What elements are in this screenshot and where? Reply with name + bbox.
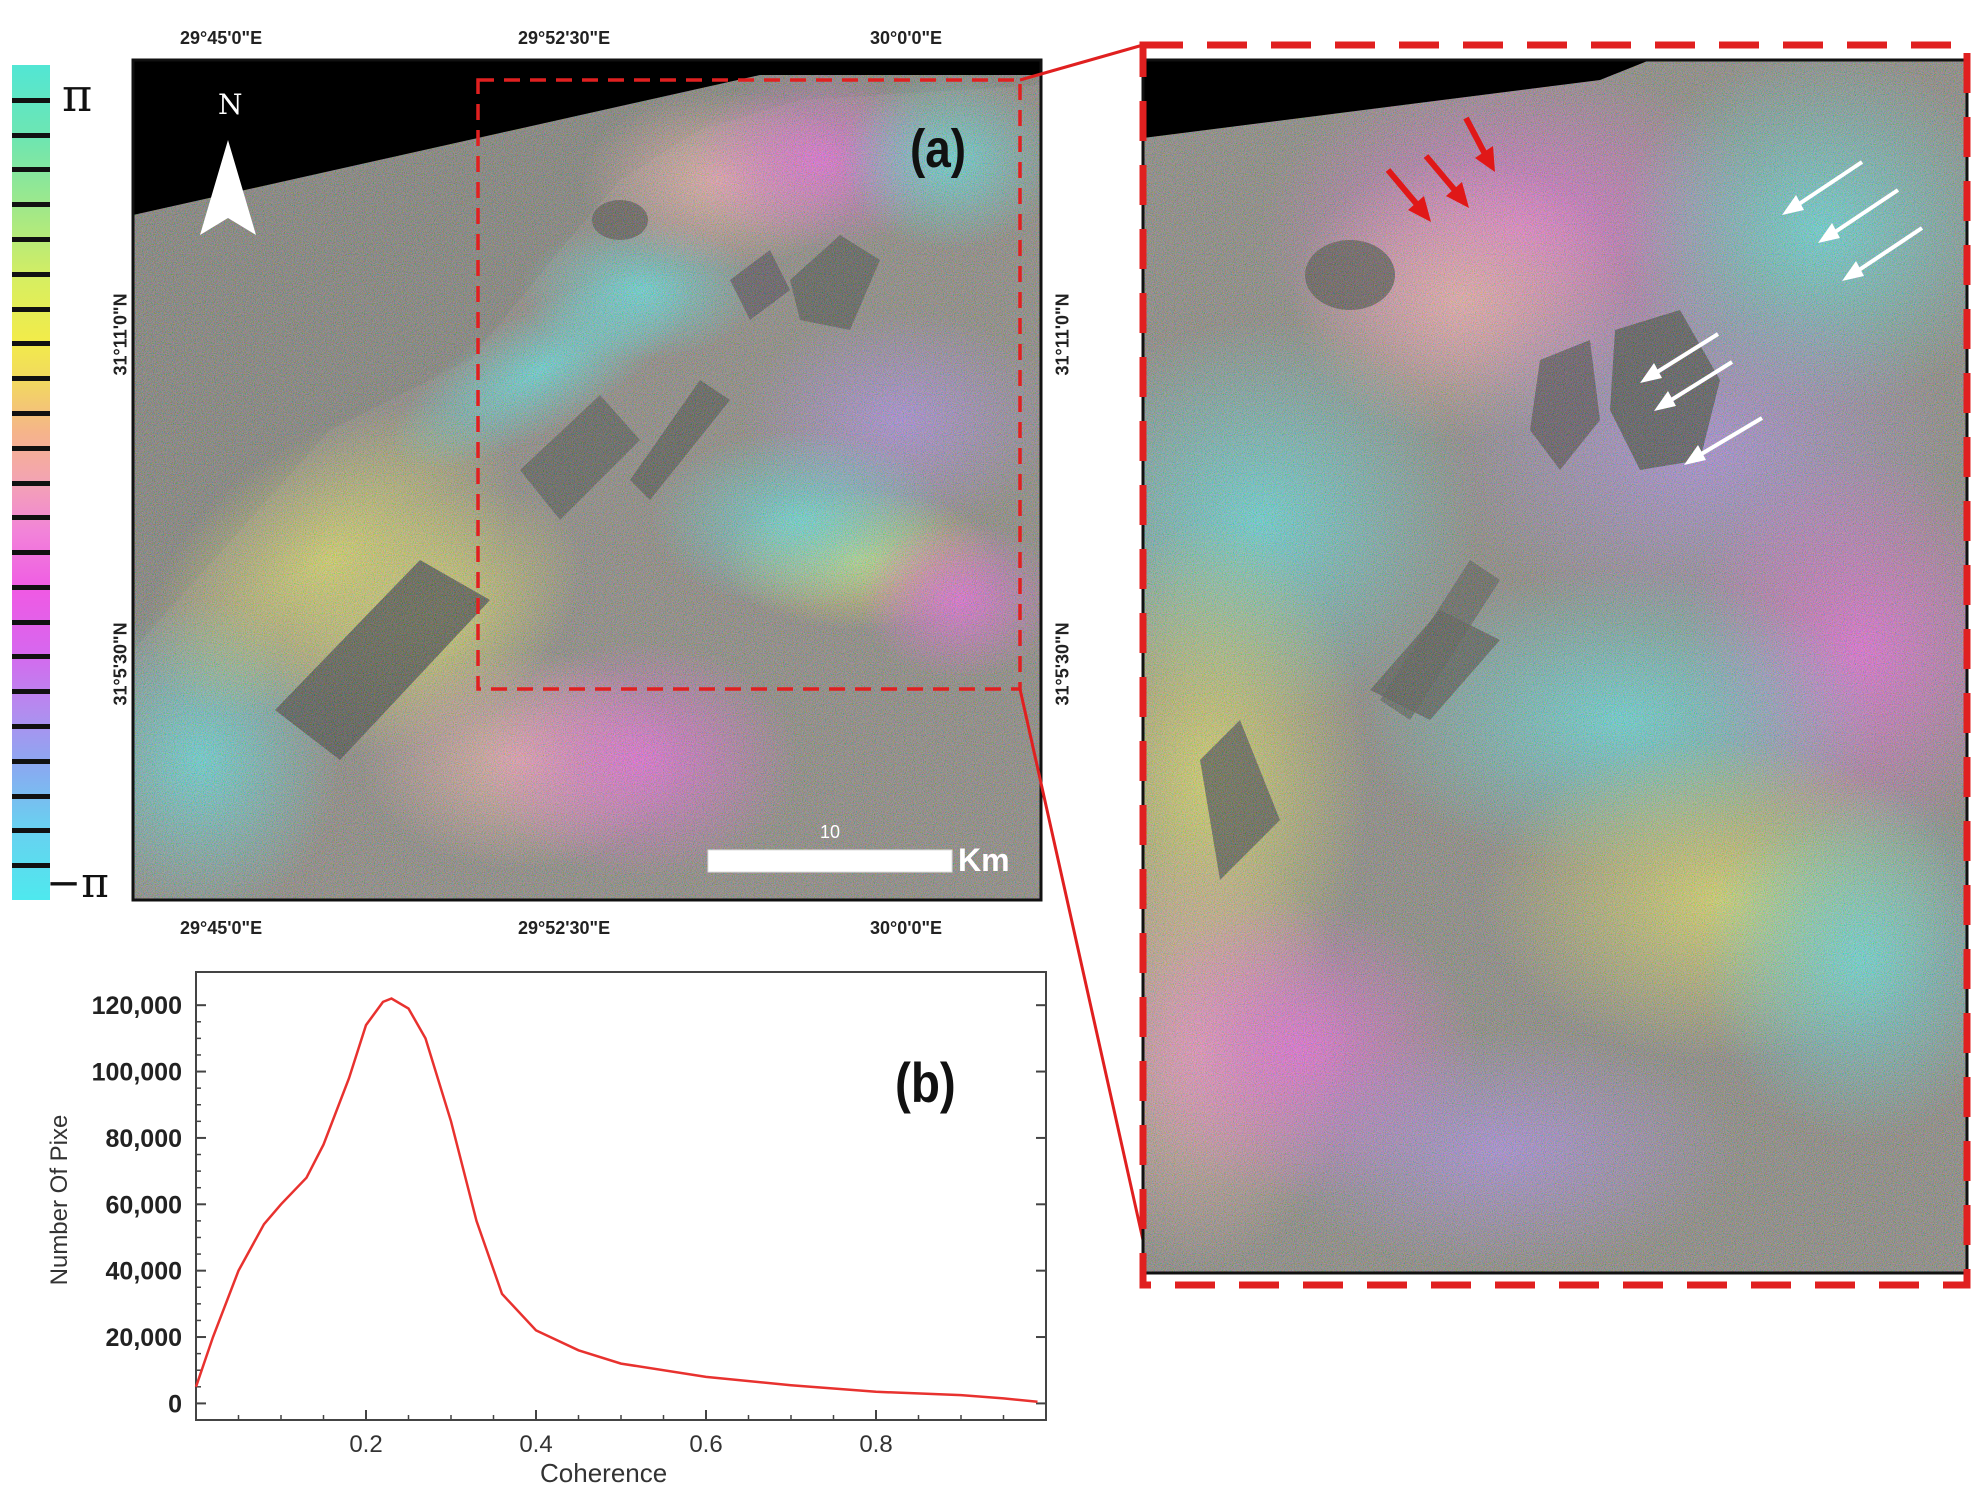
white-arrow-icon [1842,226,1924,281]
y-tick-label: 0 [168,1390,182,1418]
north-arrow-icon [200,140,256,235]
lat-tick-left-2: 31°5'30"N [110,622,131,706]
colorbar-tick [12,689,50,695]
colorbar-tick [12,550,50,556]
colorbar-tick [12,376,50,382]
colorbar-tick [12,724,50,730]
x-tick-label: 0.8 [859,1431,892,1458]
coherence-histogram: 0.2 0.4 0.6 0.8 0 20,000 40,000 60,000 80,000 100… [92,971,1047,1458]
chart-ylabel: Number Of Pixe [46,1114,73,1286]
y-tick-label: 40,000 [106,1258,182,1286]
lat-tick-right-1: 31°11'0"N [1052,293,1073,376]
inset-dashed-border [1139,41,1971,1289]
lon-tick-bottom-1: 29°45'0"E [180,918,263,938]
colorbar-top-label: π [62,68,93,122]
lon-tick-bottom-2: 29°52'30"E [518,918,611,938]
colorbar-tick [12,863,50,869]
colorbar-tick [12,271,50,277]
colorbar-tick [12,793,50,799]
lat-tick-right-2: 31°5'30"N [1052,622,1073,706]
colorbar-bottom-label: −π [46,858,109,907]
white-arrows [1640,160,1924,465]
white-arrow-icon [1640,332,1720,383]
y-tick-label: 120,000 [92,992,182,1020]
colorbar-tick [12,97,50,103]
colorbar-tick [12,584,50,590]
red-arrow-icon [1463,116,1495,172]
red-arrows [1385,116,1495,222]
y-tick-label: 100,000 [92,1059,182,1087]
lat-tick-left-1: 31°11'0"N [110,293,131,376]
scale-bar [707,849,953,873]
selection-box [476,78,1022,691]
y-tick-label: 20,000 [106,1324,182,1352]
panel-a-map [133,60,1041,900]
lon-tick-top-1: 29°45'0"E [180,28,263,48]
colorbar-tick [12,619,50,625]
white-arrow-icon [1818,188,1900,243]
colorbar-tick [12,167,50,173]
colorbar-tick [12,480,50,486]
lon-tick-bottom-3: 30°0'0"E [870,918,943,938]
colorbar-tick [12,236,50,242]
colorbar-tick [12,654,50,660]
x-tick-label: 0.4 [519,1431,552,1458]
lon-tick-top-3: 30°0'0"E [870,28,943,48]
phase-colorbar [12,65,50,900]
north-label: N [218,88,243,121]
white-arrow-icon [1684,416,1764,465]
colorbar-tick [12,132,50,138]
red-arrow-icon [1385,168,1431,222]
colorbar-tick [12,306,50,312]
colorbar-tick [12,410,50,416]
white-arrow-icon [1782,160,1864,215]
chart-xlabel: Coherence [540,1458,668,1488]
x-tick-label: 0.2 [349,1431,382,1458]
panel-a-frame [131,58,1043,902]
colorbar-tick [12,202,50,208]
colorbar-tick [12,758,50,764]
inset-map [1143,60,1967,1273]
colorbar-tick [12,341,50,347]
chart-plot-area [195,971,1047,1421]
red-arrow-icon [1423,154,1469,208]
scale-bar-value: 10 [820,822,841,842]
y-tick-label: 60,000 [106,1191,182,1219]
x-tick-label: 0.6 [689,1431,722,1458]
series-line [194,997,1038,1403]
colorbar-tick [12,828,50,834]
white-arrow-icon [1654,360,1734,411]
colorbar-tick [12,515,50,521]
scale-bar-unit: Km [958,842,1010,878]
panel-a-label: (a) [910,119,967,179]
connector-bottom [1018,688,1145,1241]
colorbar-tick [12,445,50,451]
lon-tick-top-2: 29°52'30"E [518,28,611,48]
connector-top [1019,43,1144,82]
panel-b-label: (b) [895,1051,956,1114]
y-tick-label: 80,000 [106,1125,182,1153]
